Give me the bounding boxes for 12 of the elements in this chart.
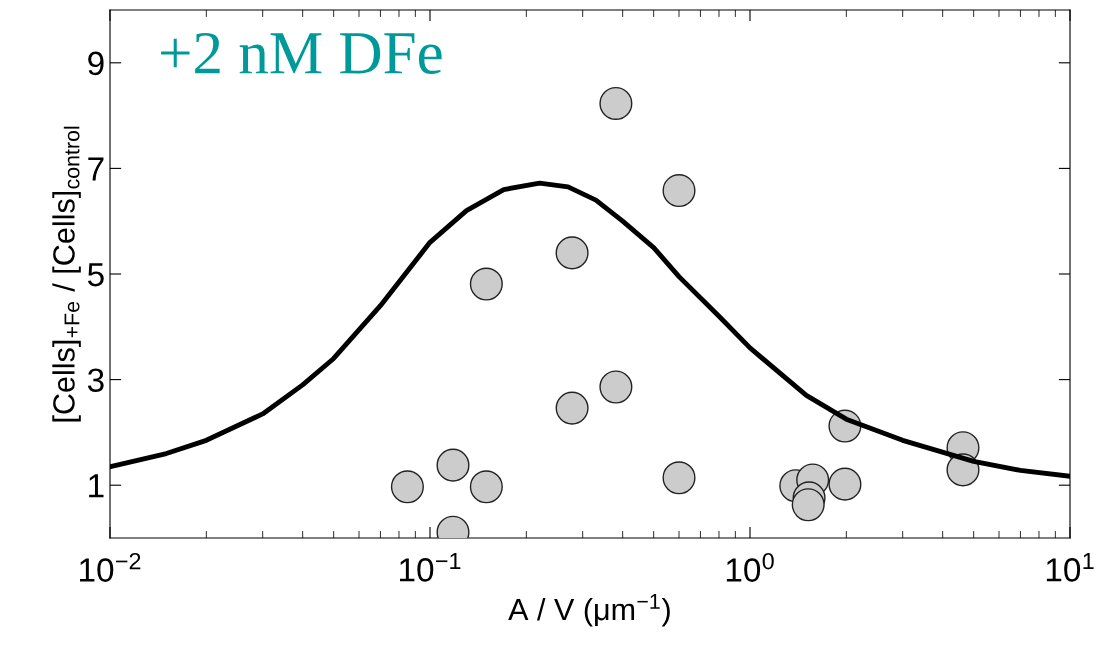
- x-tick-label: 10$^{−2}$: [80, 552, 141, 582]
- x-tick-label: 10$^{1}$: [1046, 552, 1094, 582]
- y-tick-label: 3: [87, 368, 104, 393]
- y-tick-label: 7: [88, 157, 104, 181]
- x-tick-label: 10$^{0}$: [726, 552, 774, 582]
- y-tick-label: 9: [88, 51, 104, 76]
- x-axis-title: A / V (μm$^{−1}$): [508, 594, 670, 627]
- x-tick-label: 10$^{−1}$: [400, 552, 461, 582]
- y-tick-label: 5: [87, 263, 104, 287]
- annotation: +2 nM DFe: [161, 32, 442, 74]
- y-axis-title: [Cells]$_{+Fe}$ / [Cells]$_{control}$: [52, 126, 81, 422]
- y-tick-label: 1: [89, 474, 104, 498]
